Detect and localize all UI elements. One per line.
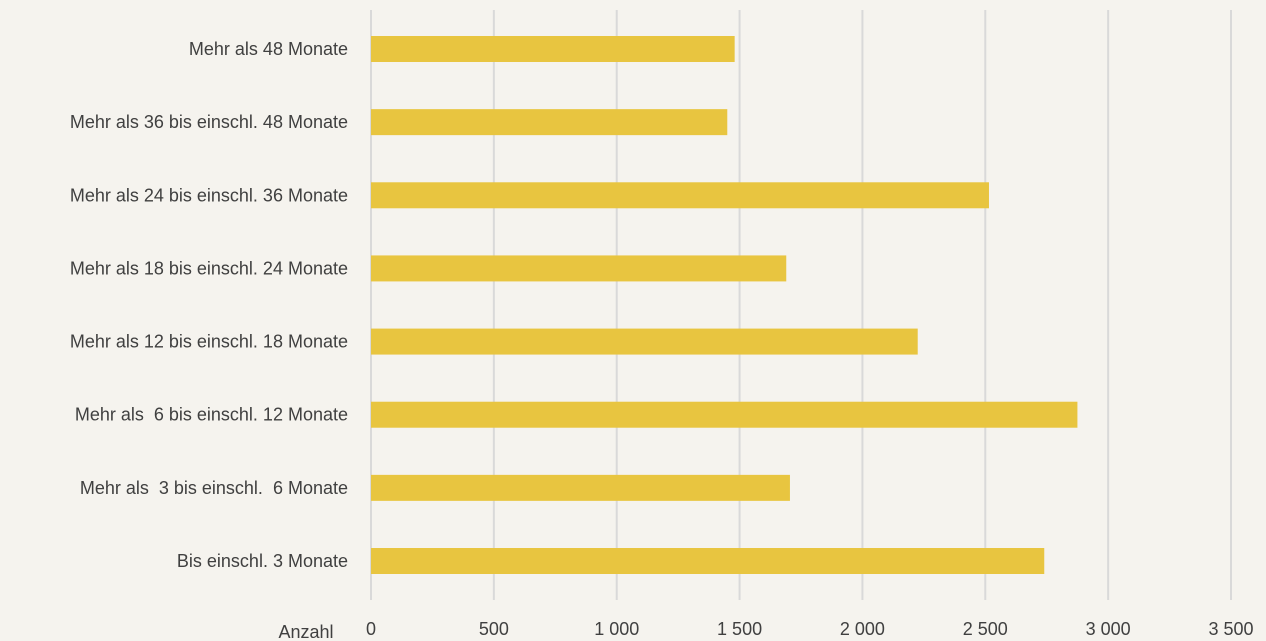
bars	[371, 36, 1078, 574]
x-tick-label: 500	[479, 619, 509, 639]
x-tick-label: 1 500	[717, 619, 762, 639]
grid-lines	[370, 10, 1232, 600]
bar	[371, 548, 1045, 574]
bar	[371, 109, 728, 136]
x-tick-label: 1 000	[594, 619, 639, 639]
bar	[371, 328, 918, 355]
category-label: Mehr als 18 bis einschl. 24 Monate	[70, 258, 348, 278]
category-labels: Mehr als 48 Monate Mehr als 36 bis einsch…	[70, 39, 348, 571]
category-label: Mehr als 36 bis einschl. 48 Monate	[70, 112, 348, 132]
category-label: Mehr als 24 bis einschl. 36 Monate	[70, 185, 348, 205]
x-tick-label: 2 000	[840, 619, 885, 639]
category-label: Bis einschl. 3 Monate	[177, 551, 348, 571]
x-tick-label: 3 500	[1208, 619, 1253, 639]
bar	[371, 474, 790, 501]
category-label: Mehr als 12 bis einschl. 18 Monate	[70, 332, 348, 352]
x-tick-label: 0	[366, 619, 376, 639]
bar	[371, 255, 787, 282]
category-label: Mehr als 48 Monate	[189, 39, 348, 59]
category-label: Mehr als 3 bis einschl. 6 Monate	[80, 478, 348, 498]
bar	[371, 36, 735, 62]
x-tick-label: 3 000	[1086, 619, 1131, 639]
x-axis-title: Anzahl	[278, 622, 333, 641]
bar	[371, 182, 989, 209]
bar	[371, 401, 1078, 428]
x-tick-label: 2 500	[963, 619, 1008, 639]
category-label: Mehr als 6 bis einschl. 12 Monate	[75, 405, 348, 425]
x-tick-labels: 0 500 1 000 1 500 2 000 2 500 3 000 3 500	[366, 619, 1254, 639]
